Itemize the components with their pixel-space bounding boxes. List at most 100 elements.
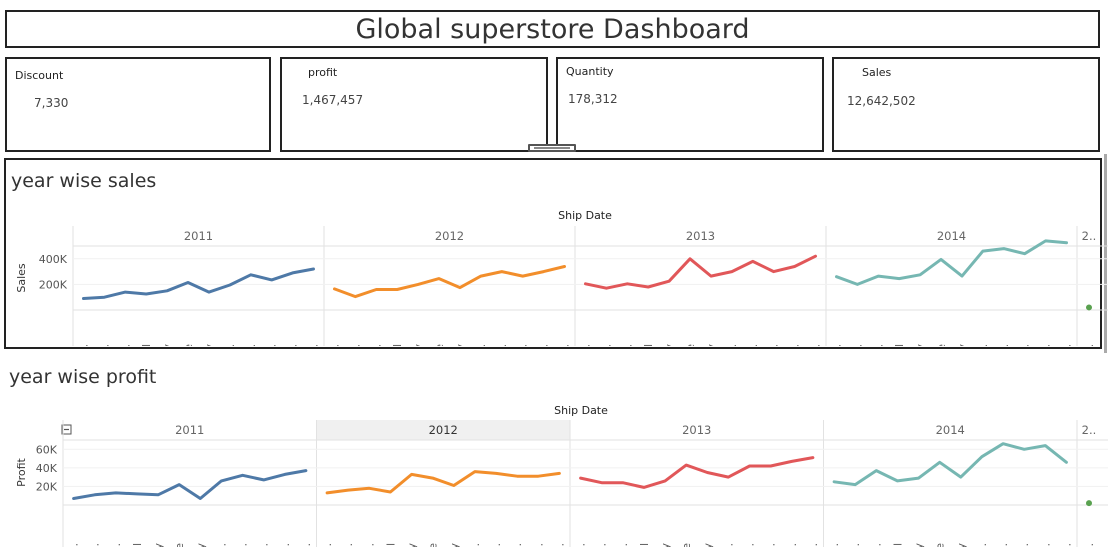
x-tick-label: Febr.. <box>99 344 111 346</box>
dashboard-title: Global superstore Dashboard <box>5 10 1100 48</box>
x-tick-label: Aug.. <box>978 344 990 346</box>
x-tick-label: Oct.. <box>1019 543 1031 547</box>
x-tick-label: July <box>702 543 714 547</box>
year-header-2..: 2.. <box>1082 229 1097 243</box>
year-header-2011: 2011 <box>184 229 213 243</box>
kpi-label-discount: Discount <box>15 69 64 82</box>
series-line-2014 <box>832 442 1068 487</box>
x-tick-label: June <box>174 543 186 547</box>
x-tick-label: May <box>162 344 174 346</box>
y-tick-label: 40K <box>36 462 58 475</box>
series-line-2013 <box>579 456 815 489</box>
y-axis-label: Sales <box>15 263 28 293</box>
x-tick-label: Sept.. <box>470 543 482 547</box>
kpi-value-sales: 12,642,502 <box>847 94 916 108</box>
x-tick-label: April <box>639 543 651 547</box>
x-tick-label: Sept.. <box>491 543 503 547</box>
series-line-2013 <box>584 254 817 290</box>
y-tick-label: 20K <box>36 480 58 493</box>
x-tick-label: Dec.. <box>808 543 820 547</box>
x-tick-label: June <box>685 344 697 346</box>
year-header-2..: 2.. <box>1082 423 1097 437</box>
x-tick-label: Jan.. <box>329 344 341 346</box>
x-tick-label: Mar.. <box>873 344 885 346</box>
x-tick-label: April <box>141 344 153 346</box>
kpi-card-profit[interactable]: profit 1,467,457 <box>280 57 548 152</box>
year-header-highlight <box>316 420 570 440</box>
x-tick-label: Oct.. <box>1020 344 1032 346</box>
x-tick-label: Mar.. <box>371 344 383 346</box>
profit-chart-title: year wise profit <box>9 366 157 388</box>
x-tick-label: Aug.. <box>476 344 488 346</box>
kpi-label-sales: Sales <box>862 66 892 79</box>
series-point-extra <box>1086 500 1092 507</box>
x-tick-label: May <box>660 543 672 547</box>
x-tick-label: Nov.. <box>1040 543 1052 547</box>
resize-handle[interactable] <box>528 144 576 152</box>
year-header-2012: 2012 <box>435 229 464 243</box>
year-header-2013: 2013 <box>686 229 715 243</box>
series-line-2012 <box>333 265 566 299</box>
x-tick-label: July <box>706 344 718 346</box>
kpi-card-discount[interactable]: Discount 7,330 <box>5 57 271 152</box>
y-axis-label: Profit <box>15 457 28 486</box>
kpi-card-sales[interactable]: Sales 12,642,502 <box>832 57 1100 152</box>
kpi-value-quantity: 178,312 <box>568 92 618 106</box>
kpi-card-quantity[interactable]: Quantity 178,312 <box>556 57 824 152</box>
x-tick-label: July <box>204 344 216 346</box>
x-tick-label: May <box>915 344 927 346</box>
x-tick-label: Dec.. <box>1062 344 1074 346</box>
x-tick-label: April <box>385 543 397 547</box>
x-tick-label: July <box>455 344 467 346</box>
x-tick-label: Jan.. <box>576 543 588 547</box>
profit-chart[interactable]: Ship Date 2011 2012 2013 2014 2.. 60K 40K 20K Pro… <box>0 396 1108 547</box>
x-tick-label: April <box>132 543 144 547</box>
x-tick-label: Febr.. <box>850 543 862 547</box>
x-tick-label: May <box>664 344 676 346</box>
x-tick-label: Dec.. <box>309 344 321 346</box>
kpi-value-profit: 1,467,457 <box>302 93 364 107</box>
x-tick-label: Nov.. <box>539 344 551 346</box>
kpi-label-profit: profit <box>308 66 338 79</box>
x-tick-label: Sep.. <box>748 344 760 346</box>
sales-panel[interactable] <box>4 158 1102 349</box>
x-tick-label: Dec.. <box>811 344 823 346</box>
x-tick-label: Sept.. <box>723 543 735 547</box>
series-line-2014 <box>835 239 1068 286</box>
x-tick-label: Mar.. <box>622 344 634 346</box>
x-tick-label: Nov.. <box>1041 344 1053 346</box>
x-tick-label: July <box>449 543 461 547</box>
year-header-2013: 2013 <box>682 423 711 437</box>
x-tick-label: Jan.. <box>829 543 841 547</box>
x-tick-label: Jan.. <box>831 344 843 346</box>
column-header-ship-date: Ship Date <box>554 404 608 417</box>
x-tick-label: Jan.. <box>1084 344 1096 346</box>
x-tick-label: Oct.. <box>512 543 524 547</box>
x-tick-label: Oct.. <box>259 543 271 547</box>
x-tick-label: April <box>892 543 904 547</box>
year-header-2012: 2012 <box>429 423 458 437</box>
x-tick-label: Dec.. <box>560 344 572 346</box>
x-tick-label: July <box>195 543 207 547</box>
x-tick-label: May <box>413 344 425 346</box>
x-tick-label: Dec.. <box>301 543 313 547</box>
x-tick-label: Sep.. <box>246 344 258 346</box>
y-tick-label: 400K <box>39 253 68 266</box>
x-tick-label: Jan.. <box>322 543 334 547</box>
column-header-ship-date: Ship Date <box>558 209 612 222</box>
x-tick-label: Febr.. <box>343 543 355 547</box>
year-header-2014: 2014 <box>936 423 965 437</box>
x-tick-label: Nov.. <box>288 344 300 346</box>
sales-chart[interactable]: Ship Date 2011 2012 2013 2014 2.. 400K 200K Sale… <box>0 200 1108 346</box>
x-tick-label: June <box>434 344 446 346</box>
x-tick-label: April <box>894 344 906 346</box>
x-tick-label: Febr.. <box>90 543 102 547</box>
x-tick-label: Nov.. <box>790 344 802 346</box>
x-tick-label: Nov.. <box>787 543 799 547</box>
x-tick-label: July <box>957 344 969 346</box>
x-tick-label: May <box>407 543 419 547</box>
y-tick-label: 60K <box>36 443 58 456</box>
x-tick-label: Oct.. <box>267 344 279 346</box>
x-tick-label: June <box>936 344 948 346</box>
year-header-2011: 2011 <box>175 423 204 437</box>
